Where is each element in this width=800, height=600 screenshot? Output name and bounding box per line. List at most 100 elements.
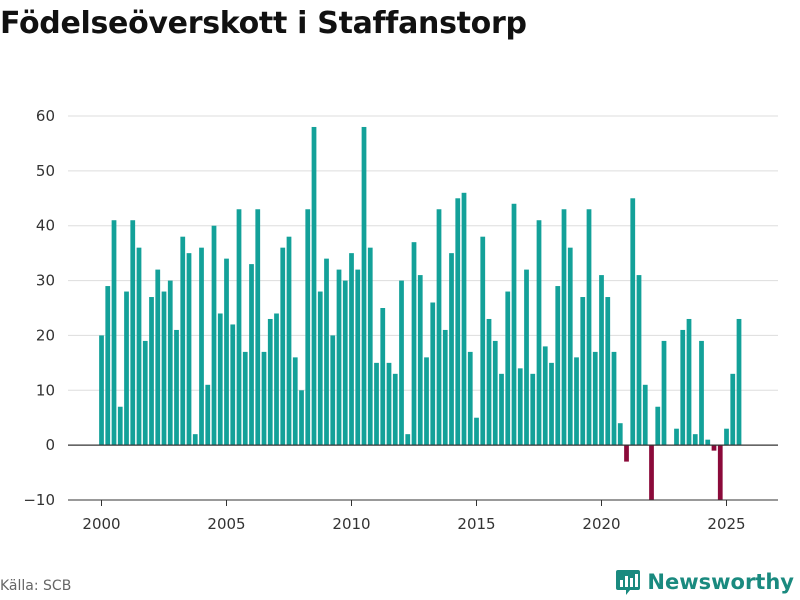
bar	[611, 351, 617, 446]
bar	[699, 340, 704, 446]
bar	[405, 434, 411, 446]
bar	[349, 253, 354, 446]
bar	[311, 126, 317, 446]
bar	[249, 264, 254, 446]
bar	[424, 357, 429, 446]
source-note: Källa: SCB	[0, 578, 72, 594]
x-tick-label: 2000	[82, 515, 120, 533]
y-tick-label: 40	[36, 217, 55, 235]
y-tick-label: −10	[23, 491, 55, 509]
bar	[486, 318, 492, 446]
bar	[230, 324, 236, 446]
x-tick-label: 2015	[457, 515, 495, 533]
bar	[199, 247, 204, 446]
bar	[686, 318, 692, 446]
x-tick-label: 2010	[332, 515, 370, 533]
bar-chart-logo-icon	[616, 570, 641, 595]
bar	[224, 258, 229, 446]
bar	[655, 406, 661, 446]
y-tick-label: 20	[36, 326, 55, 344]
bar	[661, 340, 667, 446]
bar	[161, 291, 167, 446]
bar	[442, 329, 448, 446]
bar	[117, 406, 123, 446]
bar	[367, 247, 373, 446]
bar	[605, 297, 611, 446]
bar	[192, 434, 198, 446]
bar	[392, 373, 398, 446]
bar	[499, 373, 504, 446]
bar	[449, 253, 454, 446]
bar	[399, 280, 404, 446]
bar	[299, 390, 304, 446]
bar	[580, 297, 586, 446]
bar	[124, 291, 129, 446]
bar	[336, 269, 342, 446]
bar	[586, 209, 592, 446]
bar	[342, 280, 348, 446]
bar	[242, 351, 248, 446]
bar	[549, 362, 554, 446]
bar	[567, 247, 573, 446]
bar	[561, 209, 567, 446]
x-tick-label: 2025	[707, 515, 745, 533]
x-axis-tick-labels: 2000 2005 2010 2015 2020 2025	[82, 515, 745, 533]
bar	[417, 275, 423, 446]
bar	[717, 445, 723, 500]
bar	[599, 275, 604, 446]
bar	[467, 351, 473, 446]
bar	[430, 302, 436, 446]
brand-name: Newsworthy	[647, 570, 794, 594]
bar	[155, 269, 161, 446]
bar	[261, 351, 267, 446]
bar	[324, 258, 329, 446]
bar	[730, 373, 736, 446]
bar	[236, 209, 242, 446]
bar	[542, 346, 548, 446]
bar	[530, 373, 536, 446]
bar	[317, 291, 323, 446]
bar	[711, 445, 717, 451]
bar	[517, 368, 523, 446]
bar	[380, 308, 386, 446]
bar	[680, 329, 686, 446]
bar	[636, 275, 642, 446]
bar	[136, 247, 142, 446]
y-tick-label: 30	[36, 272, 55, 290]
bar	[130, 220, 136, 446]
bar	[305, 209, 311, 446]
bar	[705, 439, 711, 446]
bar	[474, 417, 479, 446]
axes	[68, 444, 778, 506]
bar	[411, 242, 417, 446]
bar	[642, 384, 648, 446]
chart-title: Födelseöverskott i Staffanstorp	[0, 6, 527, 41]
bar	[167, 280, 173, 446]
bar	[355, 269, 361, 446]
bar	[205, 384, 211, 446]
bar	[617, 423, 623, 446]
bar	[330, 335, 336, 446]
bar	[361, 126, 367, 446]
bar	[736, 318, 742, 446]
y-tick-label: 10	[36, 381, 55, 399]
bars	[99, 126, 742, 500]
bar	[105, 286, 111, 446]
bar	[592, 351, 598, 446]
bar	[99, 335, 104, 446]
bar	[111, 220, 117, 446]
bar	[574, 357, 579, 446]
bar	[455, 198, 461, 446]
y-tick-label: 50	[36, 162, 55, 180]
y-axis-tick-labels: −10 0 10 20 30 40 50 60	[23, 107, 55, 509]
bar	[630, 198, 636, 446]
bar-chart: −10 0 10 20 30 40 50 60 2000 2005 2010 2015 2020 202…	[23, 107, 778, 533]
bar	[255, 209, 261, 446]
bar	[692, 434, 698, 446]
bar	[480, 236, 486, 446]
bar	[436, 209, 442, 446]
x-tick-label: 2005	[207, 515, 245, 533]
bar	[674, 428, 679, 446]
bar	[142, 340, 148, 446]
bar	[280, 247, 286, 446]
